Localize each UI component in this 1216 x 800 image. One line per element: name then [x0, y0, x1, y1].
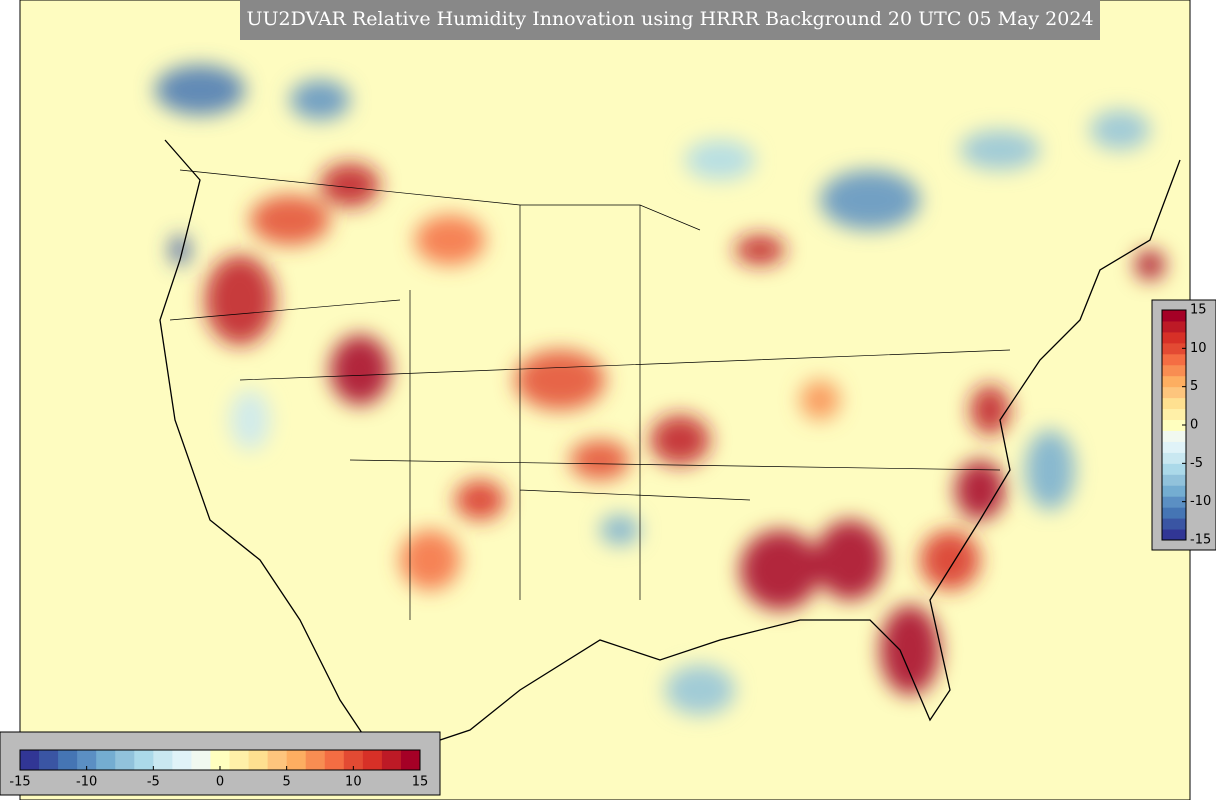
field-blob — [920, 530, 980, 590]
colorbar-segment — [381, 750, 402, 770]
field-blob — [155, 65, 245, 115]
field-blob — [800, 380, 840, 420]
colorbar-segment — [1162, 397, 1186, 410]
colorbar-segment — [286, 750, 307, 770]
field-blob — [650, 415, 710, 465]
colorbar-segment — [1162, 386, 1186, 399]
colorbar-segment — [210, 750, 231, 770]
title: UU2DVAR Relative Humidity Innovation usi… — [246, 8, 1093, 30]
colorbar-segment — [343, 750, 364, 770]
colorbar-segment — [1162, 507, 1186, 519]
map-background — [19, 0, 1191, 800]
colorbar-segment — [172, 750, 192, 770]
field-blob — [970, 385, 1010, 435]
colorbar-tick-label: 0 — [216, 775, 224, 790]
colorbar-segment — [1162, 463, 1186, 475]
colorbar-segment — [1162, 310, 1186, 322]
colorbar-tick-label: 0 — [1190, 418, 1198, 433]
field-blob — [740, 530, 820, 610]
field-blob — [1135, 250, 1165, 280]
colorbar-tick-label: 10 — [345, 775, 362, 790]
field-blob — [1025, 430, 1075, 510]
colorbar-segment — [248, 750, 269, 770]
field-blob — [330, 335, 390, 405]
colorbar-segment — [305, 750, 326, 770]
field-blob — [600, 515, 640, 545]
colorbar-segment — [1162, 408, 1186, 421]
colorbar-segment — [1162, 452, 1186, 464]
humidity-field — [155, 65, 1165, 715]
colorbar-segment — [20, 750, 40, 770]
field-blob — [665, 665, 735, 715]
field-blob — [250, 195, 330, 245]
colorbar-segment — [1162, 441, 1186, 453]
colorbar-tick-label: 10 — [1190, 341, 1207, 356]
field-blob — [400, 530, 460, 590]
colorbar-segment — [1162, 485, 1186, 497]
field-blob — [455, 480, 505, 520]
colorbar-segment — [1162, 331, 1186, 344]
colorbar-segment — [1162, 342, 1186, 355]
colorbar-segment — [1162, 430, 1186, 442]
colorbar-tick-label: -5 — [1190, 456, 1203, 471]
colorbar-segment — [39, 750, 59, 770]
field-blob — [685, 140, 755, 180]
field-blob — [735, 235, 785, 265]
colorbar-segment — [58, 750, 78, 770]
colorbar-tick-label: -10 — [76, 775, 97, 790]
colorbar-segment — [1162, 474, 1186, 486]
title-box — [240, 0, 1100, 40]
colorbar-segment — [400, 750, 421, 770]
colorbar-segment — [267, 750, 288, 770]
coastline — [159, 139, 1181, 761]
colorbar-segment — [1162, 375, 1186, 388]
field-blob — [820, 170, 920, 230]
field-blob — [415, 215, 485, 265]
field-blob — [960, 130, 1040, 170]
colorbar-segment — [229, 750, 250, 770]
colorbar-segment — [134, 750, 154, 770]
colorbar-segment — [1162, 496, 1186, 508]
colorbar-tick-label: 5 — [1190, 379, 1198, 394]
field-blob — [320, 163, 380, 207]
field-blob — [230, 390, 270, 450]
colorbar-tick-label: 15 — [1190, 303, 1207, 318]
colorbar-tick-label: 5 — [283, 775, 291, 790]
field-blob — [290, 80, 350, 120]
field-blob — [815, 520, 885, 600]
field-blob — [570, 440, 630, 480]
field-blob — [880, 605, 940, 695]
colorbar-segment — [96, 750, 116, 770]
colorbar-segment — [362, 750, 383, 770]
colorbar-tick-label: -15 — [9, 775, 30, 790]
colorbar-segment — [1162, 364, 1186, 377]
colorbar-segment — [1162, 320, 1186, 333]
colorbar-segment — [115, 750, 135, 770]
colorbar-segment — [1162, 419, 1186, 431]
state-borders — [169, 169, 1011, 620]
colorbar-tick-label: -10 — [1190, 494, 1211, 509]
colorbar-segment — [77, 750, 97, 770]
colorbar-segment — [1162, 353, 1186, 366]
vertical-colorbar: -15 -10 -5 0 5 10 15 — [1161, 303, 1211, 548]
field-blob — [515, 350, 605, 410]
field-blob — [1090, 110, 1150, 150]
colorbar-segment — [1162, 518, 1186, 530]
colorbar-tick-label: -15 — [1190, 533, 1211, 548]
field-blob — [955, 460, 1005, 520]
colorbar-segment — [191, 750, 211, 770]
colorbar-segment — [324, 750, 345, 770]
colorbar-segment — [153, 750, 173, 770]
horizontal-colorbar: -15 -10 -5 0 5 10 15 — [9, 749, 429, 790]
colorbar-segment — [1162, 529, 1186, 541]
colorbar-tick-label: -5 — [147, 775, 160, 790]
colorbar-tick-label: 15 — [412, 775, 429, 790]
field-blob — [205, 255, 275, 345]
